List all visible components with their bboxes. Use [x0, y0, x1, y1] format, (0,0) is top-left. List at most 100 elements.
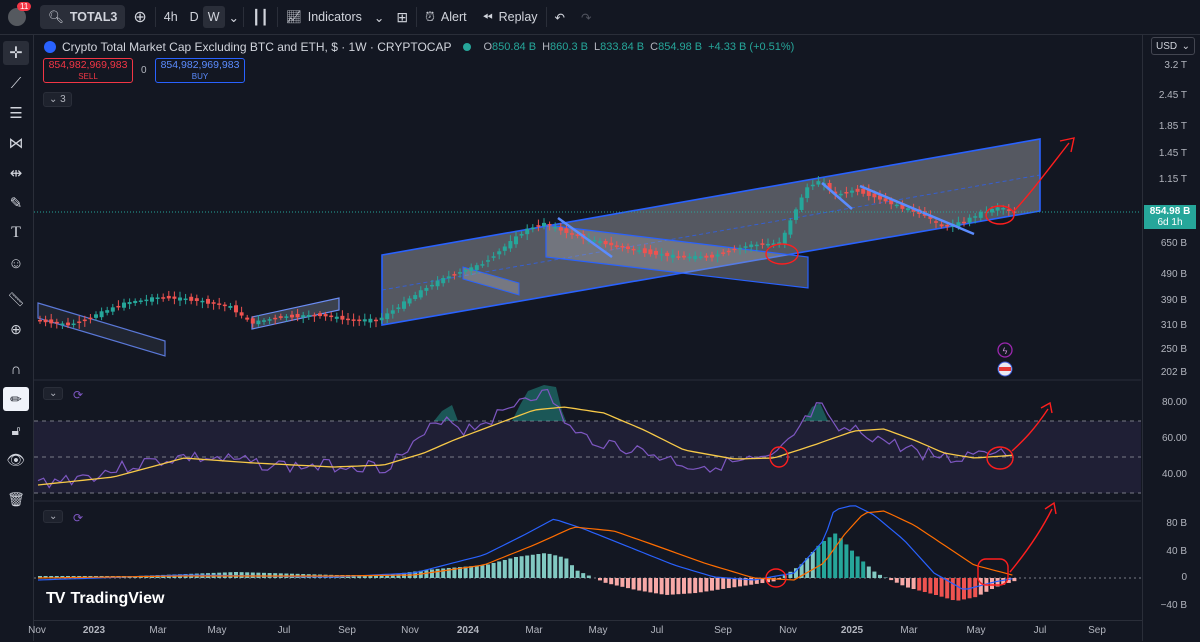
remove-tool[interactable]: 🗑︎	[3, 487, 29, 511]
candle-body	[654, 251, 658, 255]
measure-tool[interactable]: 📏︎	[3, 287, 29, 311]
price-axis[interactable]: USD ⌄ 3.2 T 2.45 T 1.85 T 1.45 T 1.15 T …	[1142, 35, 1200, 641]
candle-body	[385, 313, 389, 319]
chart-type-button[interactable]: ┃┃	[244, 0, 277, 34]
macd-histogram-bar	[940, 578, 944, 597]
macd-histogram-bar	[676, 578, 680, 594]
candle-body	[77, 321, 81, 323]
candle-body	[497, 251, 501, 254]
emoji-tool[interactable]: ☺	[3, 251, 29, 275]
currency-select[interactable]: USD ⌄	[1151, 37, 1195, 55]
candle-body	[212, 302, 216, 304]
macd-histogram-bar	[839, 538, 843, 578]
interval-d[interactable]: D	[186, 0, 203, 34]
candle-body	[284, 316, 288, 318]
macd-collapse-toggle[interactable]: ⌄	[43, 510, 63, 523]
interval-dropdown[interactable]: ⌄	[225, 0, 243, 34]
time-tick: Nov	[401, 625, 419, 636]
candle-body	[592, 240, 596, 242]
macd-histogram-bar	[660, 578, 664, 594]
macd-histogram-bar	[542, 553, 546, 578]
candle-body	[318, 313, 322, 316]
candle-body	[464, 270, 468, 272]
fib-retracement-icon: ☰	[9, 104, 22, 122]
chart-canvas[interactable]: ϟ	[34, 35, 1141, 619]
candle-body	[632, 249, 636, 251]
candle-body	[352, 319, 356, 321]
ohlc-value: 833.84 B	[600, 41, 644, 53]
hide-tool[interactable]: 👁︎	[3, 448, 29, 472]
series-legend[interactable]: Crypto Total Market Cap Excluding BTC an…	[44, 40, 794, 54]
candle-body	[811, 185, 815, 187]
buy-button[interactable]: 854,982,969,983 BUY	[155, 58, 245, 83]
candle-body	[492, 256, 496, 258]
trend-line-icon: ⟋	[11, 75, 22, 92]
rsi-tick: 40.00	[1162, 469, 1187, 480]
sell-button[interactable]: 854,982,969,983 SELL	[43, 58, 133, 83]
time-axis[interactable]: Nov 2023 Mar May Jul Sep Nov 2024 Mar Ma…	[34, 620, 1142, 642]
brush-tool[interactable]: ✎	[3, 191, 29, 215]
candle-body	[424, 288, 428, 291]
fib-tool[interactable]: ☰	[3, 101, 29, 125]
candle-body	[598, 241, 602, 243]
indicators-dropdown[interactable]: ⌄	[370, 0, 388, 34]
lock-tool[interactable]: 🔓︎	[3, 418, 29, 442]
alert-button[interactable]: ⏰︎ Alert	[417, 0, 474, 34]
alarm-clock-icon: ⏰︎	[425, 10, 435, 25]
symbol-logo-icon	[44, 41, 56, 53]
interval-label: D	[190, 10, 199, 24]
candle-body	[716, 254, 720, 256]
candle-body	[346, 319, 350, 321]
candle-body	[660, 254, 664, 256]
candle-body	[676, 256, 680, 258]
candle-body	[760, 243, 764, 245]
macd-histogram-bar	[665, 578, 669, 595]
macd-histogram-bar	[682, 578, 686, 594]
macd-histogram-bar	[956, 578, 960, 601]
macd-histogram-bar	[1012, 578, 1016, 581]
replay-button[interactable]: ⏪︎ Replay	[475, 0, 546, 34]
parallel-channels[interactable]	[38, 139, 1040, 356]
candle-body	[251, 318, 255, 323]
trend-line-tool[interactable]: ⟋	[3, 71, 29, 95]
pattern-tool[interactable]: ⋈	[3, 131, 29, 155]
macd-histogram-bar	[856, 556, 860, 578]
magnet-tool[interactable]: ∩	[3, 357, 29, 381]
undo-button[interactable]: ↶	[547, 0, 573, 34]
candle-body	[335, 317, 339, 319]
compare-button[interactable]: ⊕	[125, 0, 154, 34]
price-tick: 202 B	[1161, 367, 1187, 378]
crosshair-icon: ✛	[9, 43, 22, 63]
macd-histogram-bar	[441, 568, 445, 578]
interval-4h[interactable]: 4h	[156, 0, 186, 34]
redo-button[interactable]: ↷	[573, 0, 599, 34]
macd-histogram-bar	[906, 578, 910, 588]
text-tool[interactable]: T	[3, 221, 29, 245]
prediction-tool[interactable]: ⇹	[3, 161, 29, 185]
indicators-button[interactable]: 📈︎ Indicators	[278, 0, 370, 34]
symbol-search-button[interactable]: 🔍︎ TOTAL3	[40, 5, 125, 29]
price-tick: 1.85 T	[1159, 121, 1187, 132]
zoom-in-icon: ⊕	[10, 321, 22, 338]
drawing-toolbar: ✛ ⟋ ☰ ⋈ ⇹ ✎ T ☺ 📏︎ ⊕ ∩ ✏︎ 🔓︎ 👁︎ 🗑︎	[0, 35, 34, 641]
ohlc-value: 854.98 B	[658, 41, 702, 53]
interval-w[interactable]: W	[203, 6, 225, 28]
candle-body	[419, 290, 423, 297]
indicators-collapse-toggle[interactable]: ⌄ 3	[43, 92, 72, 107]
layouts-button[interactable]: ⊞	[388, 0, 416, 34]
main-rising-channel[interactable]	[382, 139, 1040, 325]
stay-drawing-tool[interactable]: ✏︎	[3, 387, 29, 411]
candle-body	[217, 303, 221, 305]
macd-tick: 40 B	[1166, 546, 1187, 557]
candle-body	[223, 305, 227, 307]
tradingview-logo[interactable]: TV TradingView	[46, 590, 164, 608]
rsi-collapse-toggle[interactable]: ⌄	[43, 387, 63, 400]
ohlc-value: 860.3 B	[550, 41, 588, 53]
macd-histogram-bar	[704, 578, 708, 591]
zoom-tool[interactable]: ⊕	[3, 317, 29, 341]
interval-label: 4h	[164, 10, 178, 24]
user-avatar[interactable]: 11	[0, 0, 34, 34]
text-icon: T	[11, 224, 21, 242]
crosshair-tool[interactable]: ✛	[3, 41, 29, 65]
candle-body	[167, 296, 171, 298]
